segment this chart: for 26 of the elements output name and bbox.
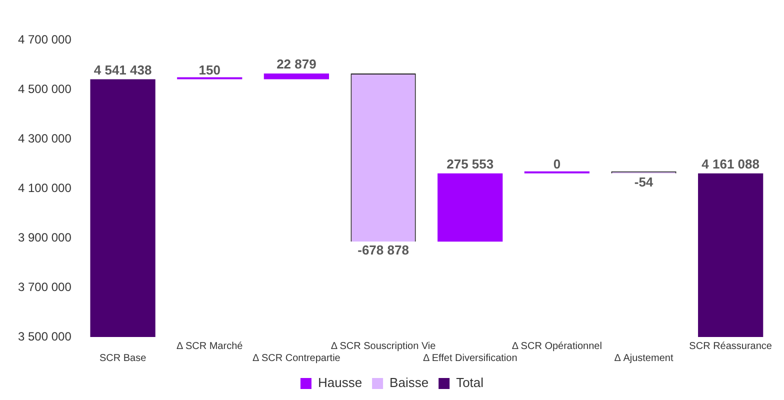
data-label: 150 [198,62,220,78]
y-tick-label: 3 900 000 [18,230,72,244]
x-tick-label: SCR Base [99,352,147,364]
y-tick-label: 3 700 000 [18,280,72,294]
y-tick-label: 3 500 000 [18,329,72,344]
data-label: 22 879 [276,56,316,72]
y-tick-label: 4 700 000 [18,32,72,46]
x-tick-label: Δ SCR Contrepartie [252,352,341,364]
x-tick-label: Δ SCR Souscription Vie [330,340,436,352]
legend-label: Total [456,375,484,390]
y-tick-label: 4 300 000 [18,131,72,146]
data-label: -54 [634,174,654,190]
data-label: 275 553 [446,156,494,172]
data-label: 4 541 438 [94,62,152,78]
y-tick-label: 4 500 000 [18,82,72,96]
legend-label: Baisse [390,375,429,390]
legend-label: Hausse [318,375,362,390]
x-tick-label: Δ Ajustement [614,352,674,364]
x-tick-label: Δ SCR Marché [176,340,244,352]
data-label: 0 [553,156,561,172]
data-label: 4 161 088 [702,156,760,172]
x-tick-label: Δ SCR Opérationnel [512,340,602,352]
y-tick-label: 4 100 000 [18,180,72,195]
x-tick-label: Δ Effet Diversification [422,352,518,364]
x-tick-label: SCR Réassurance [689,340,772,352]
data-label: -678 878 [358,242,409,258]
